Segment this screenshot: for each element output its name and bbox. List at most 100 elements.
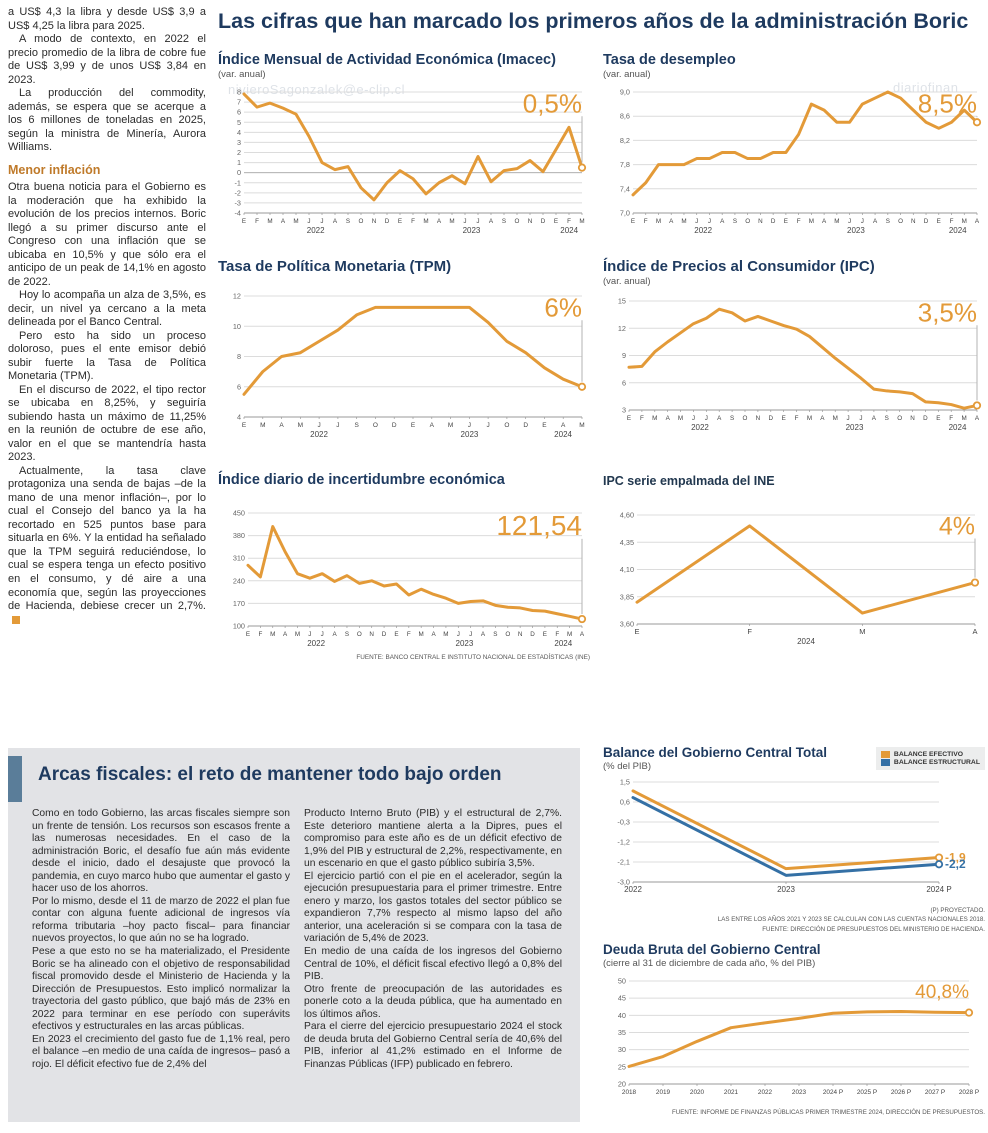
svg-text:8,2: 8,2 — [620, 136, 630, 145]
svg-text:6: 6 — [622, 378, 626, 387]
svg-text:J: J — [692, 415, 695, 422]
svg-text:2023: 2023 — [461, 430, 479, 439]
svg-text:M: M — [678, 415, 683, 422]
svg-text:9: 9 — [622, 351, 626, 360]
fiscal-column-2: Producto Interno Bruto (PIB) y el estruc… — [304, 808, 562, 1071]
svg-text:8: 8 — [237, 88, 241, 97]
svg-text:170: 170 — [233, 599, 245, 608]
fiscal-paragraph: En medio de una caída de los ingresos de… — [304, 946, 562, 983]
svg-text:50: 50 — [618, 977, 626, 986]
svg-text:F: F — [407, 631, 411, 638]
svg-text:2023: 2023 — [847, 226, 865, 235]
svg-text:D: D — [392, 422, 397, 429]
svg-text:1,5: 1,5 — [620, 778, 630, 787]
svg-text:0,6: 0,6 — [620, 798, 630, 807]
svg-text:2023: 2023 — [463, 226, 481, 235]
svg-text:-4: -4 — [235, 209, 242, 218]
svg-text:8,5%: 8,5% — [918, 88, 977, 118]
svg-text:A: A — [279, 422, 284, 429]
svg-text:J: J — [847, 415, 850, 422]
svg-text:M: M — [652, 415, 657, 422]
svg-text:E: E — [242, 422, 247, 429]
source-banco-central: FUENTE: BANCO CENTRAL E INSTITUTO NACION… — [356, 654, 590, 661]
svg-text:2024 P: 2024 P — [926, 885, 951, 894]
svg-text:A: A — [437, 218, 442, 225]
svg-text:E: E — [631, 218, 635, 225]
svg-text:M: M — [449, 218, 454, 225]
svg-text:2022: 2022 — [758, 1089, 773, 1096]
svg-text:N: N — [910, 415, 915, 422]
svg-text:40,8%: 40,8% — [915, 982, 969, 1003]
chart-title-incertidumbre: Índice diario de incertidumbre económica — [218, 472, 505, 488]
svg-text:2023: 2023 — [456, 639, 474, 648]
svg-text:2019: 2019 — [656, 1089, 671, 1096]
svg-text:F: F — [747, 627, 752, 636]
svg-text:310: 310 — [233, 554, 245, 563]
svg-text:2024: 2024 — [797, 637, 815, 646]
svg-text:0,5%: 0,5% — [523, 88, 582, 118]
svg-text:J: J — [308, 631, 311, 638]
svg-text:12: 12 — [618, 324, 626, 333]
svg-text:35: 35 — [618, 1028, 626, 1037]
svg-text:-1,9: -1,9 — [945, 851, 966, 865]
svg-text:E: E — [782, 415, 786, 422]
svg-text:S: S — [346, 218, 350, 225]
legend-swatch-estructural-icon — [880, 759, 890, 766]
svg-text:2024: 2024 — [554, 430, 572, 439]
svg-text:S: S — [345, 631, 349, 638]
svg-text:-3,0: -3,0 — [617, 878, 630, 887]
svg-text:S: S — [493, 631, 497, 638]
svg-text:F: F — [950, 218, 954, 225]
svg-text:M: M — [260, 422, 265, 429]
svg-text:J: J — [321, 631, 324, 638]
svg-text:2024: 2024 — [554, 639, 572, 648]
svg-text:D: D — [523, 422, 528, 429]
balance-notes: (P) PROYECTADO. LAS ENTRE LOS AÑOS 2021 … — [603, 906, 985, 934]
chart-title-deuda: Deuda Bruta del Gobierno Central — [603, 942, 821, 957]
svg-text:-1,2: -1,2 — [617, 838, 630, 847]
svg-text:30: 30 — [618, 1045, 626, 1054]
chart-title-imacec: Índice Mensual de Actividad Económica (I… — [218, 52, 556, 68]
fiscal-paragraph: Para el cierre del ejercicio presupuesta… — [304, 1021, 562, 1070]
svg-text:2022: 2022 — [310, 430, 328, 439]
chart-title-tpm: Tasa de Política Monetaria (TPM) — [218, 258, 452, 275]
svg-text:M: M — [419, 631, 424, 638]
svg-text:E: E — [937, 218, 941, 225]
svg-text:F: F — [795, 415, 799, 422]
svg-text:J: J — [469, 631, 472, 638]
svg-text:A: A — [431, 631, 436, 638]
chart-tpm: Tasa de Política Monetaria (TPM) 12 10 8 6 4… — [218, 258, 590, 444]
svg-text:A: A — [972, 627, 977, 636]
source-ifp: FUENTE: INFORME DE FINANZAS PÚBLICAS PRI… — [672, 1109, 985, 1116]
svg-text:45: 45 — [618, 994, 626, 1003]
svg-text:M: M — [423, 218, 428, 225]
svg-text:1: 1 — [237, 158, 241, 167]
svg-text:F: F — [258, 631, 262, 638]
svg-text:2023: 2023 — [846, 423, 864, 432]
svg-text:2021: 2021 — [724, 1089, 739, 1096]
chart-incertidumbre: Índice diario de incertidumbre económica… — [218, 472, 590, 661]
fiscal-paragraph: Producto Interno Bruto (PIB) y el estruc… — [304, 808, 562, 870]
svg-text:M: M — [448, 422, 453, 429]
chart-subtitle-desempleo: (var. anual) — [603, 69, 651, 80]
note-cuentas-nacionales: LAS ENTRE LOS AÑOS 2021 Y 2023 SE CALCUL… — [717, 916, 985, 924]
chart-ipc: Índice de Precios al Consumidor (IPC) (v… — [603, 258, 985, 437]
svg-text:J: J — [708, 218, 711, 225]
svg-text:M: M — [681, 218, 686, 225]
svg-text:E: E — [242, 218, 246, 225]
fiscal-paragraph: El ejercicio partió con el pie en el ace… — [304, 870, 562, 945]
chart-subtitle-imacec: (var. anual) — [218, 69, 266, 80]
chart-ipc-empalmada: IPC serie empalmada del INE 4,60 4,35 4,10… — [603, 474, 985, 651]
svg-text:-2,2: -2,2 — [945, 857, 966, 871]
svg-text:J: J — [705, 415, 708, 422]
svg-text:S: S — [733, 218, 737, 225]
article-paragraph: A modo de contexto, en 2022 el precio pr… — [8, 33, 206, 86]
legend-swatch-efectivo-icon — [880, 751, 890, 758]
svg-text:M: M — [293, 218, 298, 225]
svg-text:J: J — [486, 422, 489, 429]
article-paragraph: Pero esto ha sido un proceso doloroso, p… — [8, 329, 206, 383]
svg-text:F: F — [567, 218, 571, 225]
legend-item-estructural: BALANCE ESTRUCTURAL — [880, 759, 980, 766]
svg-text:M: M — [962, 218, 967, 225]
svg-text:0: 0 — [237, 168, 241, 177]
